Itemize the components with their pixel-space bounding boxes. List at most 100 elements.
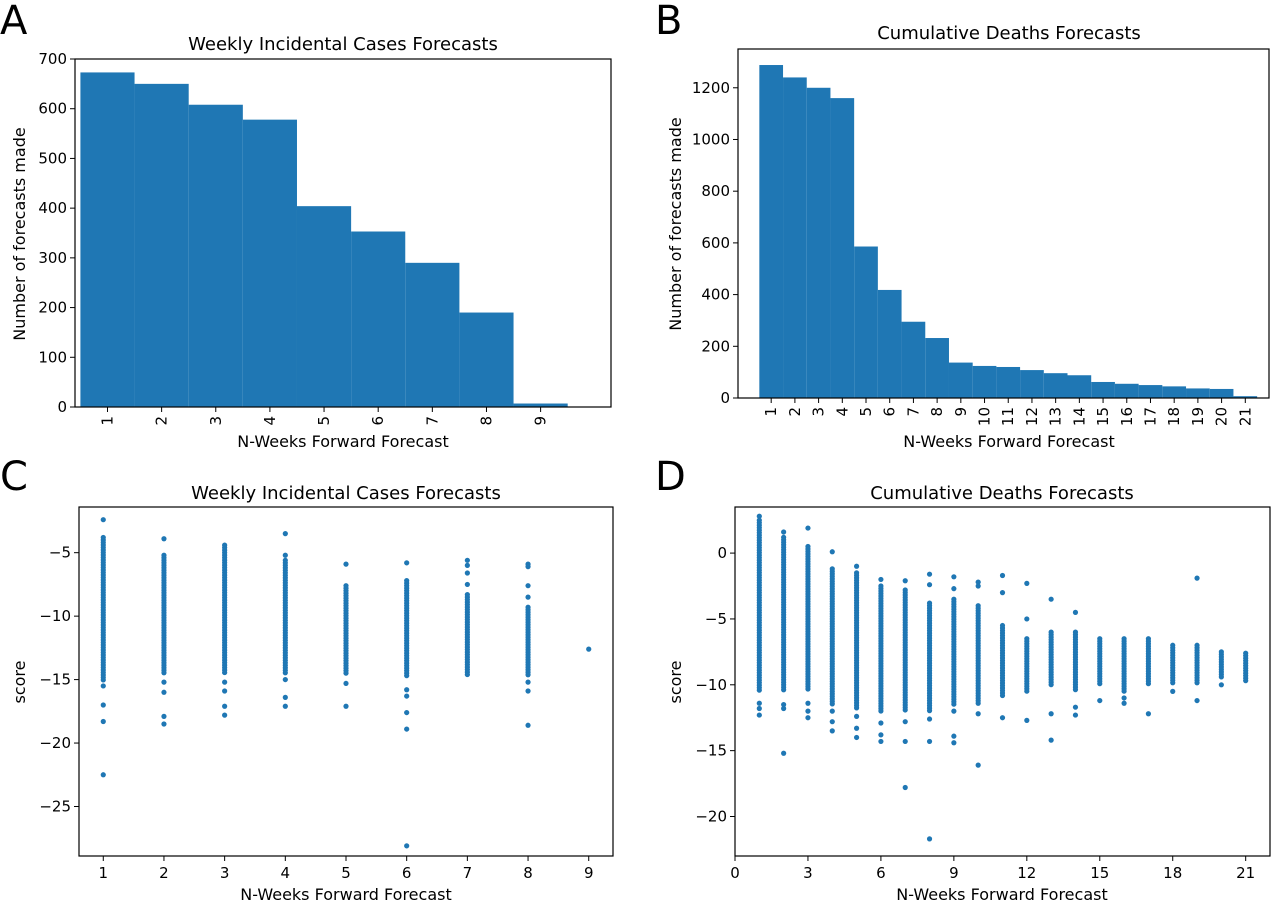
panel-c-point (161, 536, 167, 542)
panel-d-plot: 0 3 6 9 12 15 18 21 0 −5 −10 −15 −20 (695, 506, 1271, 882)
panel-d-point (1072, 687, 1079, 693)
panel-d-point (951, 708, 957, 714)
panel-c-point (404, 687, 410, 693)
panel-b-xtick-label: 6 (881, 407, 899, 417)
panel-a-ytick-label: 700 (38, 50, 67, 68)
panel-c-point (525, 594, 531, 600)
panel-d-point (781, 750, 787, 756)
panel-d-point (853, 725, 860, 731)
panel-letter-a: A (0, 0, 28, 44)
panel-d-xtick-label: 12 (1017, 864, 1036, 882)
panel-d-point (951, 701, 957, 707)
panel-c-point (464, 581, 470, 588)
panel-b-bar (972, 365, 997, 398)
panel-b-ytick-label: 1000 (692, 130, 730, 148)
panel-b-bar (996, 366, 1021, 398)
panel-c-point (282, 552, 288, 558)
panel-a-bar (351, 231, 406, 407)
panel-d-point (1048, 596, 1054, 602)
panel-a-ytick-label: 300 (38, 249, 67, 267)
panel-a-bar (405, 262, 460, 407)
panel-d-ytick-label: −15 (695, 742, 727, 760)
panel-d-point (926, 836, 933, 842)
panel-d-point (975, 579, 981, 585)
panel-d-point (781, 705, 787, 712)
panel-c-point (222, 703, 228, 709)
panel-d-axes-frame (734, 506, 1271, 857)
panel-d-point (951, 740, 957, 746)
panel-c-point (525, 672, 531, 678)
panel-c-point (404, 726, 410, 732)
panel-c-point (282, 531, 288, 537)
panel-d-point (781, 701, 787, 708)
panel-c-point (100, 772, 106, 778)
panel-a-xtick-label: 9 (532, 416, 550, 426)
panel-a-ylabel: Number of forecasts made (10, 127, 29, 340)
panel-a-bar (459, 312, 514, 407)
panel-c-xtick-label: 4 (281, 864, 291, 882)
panel-a-xtick-label: 4 (261, 416, 279, 426)
panel-b-xtick-label: 15 (1094, 407, 1112, 426)
panel-b-bar (1186, 388, 1210, 398)
panel-b-plot: 1 2 3 4 5 6 7 8 9 10 11 12 13 14 15 16 17 18 19 20 210200400… (692, 48, 1270, 426)
panel-c-point (586, 646, 592, 652)
panel-b-xtick-label: 16 (1118, 407, 1136, 426)
panel-d-point (975, 700, 981, 706)
panel-c-point (343, 561, 349, 567)
panel-b-ytick-label: 1200 (692, 79, 730, 97)
panel-c-point (100, 702, 106, 708)
panel-a-xtick-label: 5 (315, 416, 333, 426)
panel-b-xtick-label: 1 (762, 407, 780, 417)
panel-d-point (1072, 712, 1079, 718)
panel-b-axes-frame (737, 48, 1270, 399)
panel-a-ytick-label: 200 (38, 299, 67, 317)
panel-c-plot: 1 2 3 4 5 6 7 8 9 −5 −10 −15 −20 −25 (39, 506, 614, 882)
panel-c-xtick-label: 1 (98, 864, 108, 882)
panel-a-ytick-label: 0 (57, 398, 67, 416)
panel-c-point (525, 722, 531, 728)
panel-a-xtick-label: 6 (369, 416, 387, 426)
panel-a-ytick-label: 100 (38, 348, 67, 366)
panel-b-xtick-label: 4 (833, 407, 851, 417)
panel-c-point (100, 517, 106, 523)
panel-b-bar (1209, 388, 1234, 398)
panel-d-point (999, 590, 1006, 596)
panel-d-point (756, 513, 762, 519)
panel-c-point (282, 694, 288, 700)
panel-d-point (975, 762, 981, 768)
panel-a-title: Weekly Incidental Cases Forecasts (188, 34, 498, 55)
panel-c-point (525, 564, 531, 570)
panel-c-xtick-label: 7 (463, 864, 473, 882)
panel-b-xtick-label: 12 (1023, 407, 1041, 426)
panel-c-ytick-label: −10 (39, 607, 71, 625)
panel-d-point (1194, 697, 1200, 704)
panel-d-point (999, 715, 1006, 721)
panel-b-xtick-label: 3 (810, 407, 828, 417)
panel-c-xtick-label: 8 (523, 864, 533, 882)
panel-d-point (1024, 688, 1030, 694)
panel-d-point (878, 720, 884, 726)
panel-a-xtick-label: 2 (153, 416, 171, 426)
panel-d-point (1145, 711, 1152, 717)
panel-d-point (1121, 688, 1127, 694)
panel-d-point (878, 708, 884, 714)
panel-c-point (100, 677, 106, 683)
panel-b-bar (854, 246, 878, 398)
panel-b-bar (901, 321, 926, 398)
panel-letter-c: C (0, 454, 28, 500)
panel-c-point (464, 562, 470, 568)
panel-c-xtick-label: 6 (402, 864, 412, 882)
panel-c-point (161, 679, 167, 685)
panel-b-title: Cumulative Deaths Forecasts (877, 23, 1141, 44)
panel-d-point (781, 687, 787, 693)
panel-d-point (878, 738, 884, 745)
panel-c-point (282, 703, 288, 709)
panel-c-point (404, 673, 410, 679)
panel-d-point (1097, 697, 1103, 704)
panel-d-point (1024, 717, 1030, 723)
panel-d-point (1194, 575, 1200, 581)
panel-c-point (404, 709, 410, 716)
panel-c-point (222, 669, 228, 676)
panel-b-bar (1067, 375, 1092, 398)
